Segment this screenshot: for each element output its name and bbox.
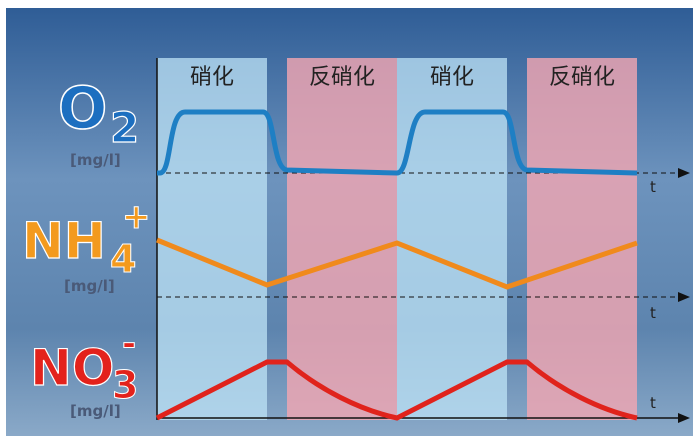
phase-label: 反硝化 [549,65,615,90]
formula: O [58,74,107,142]
subscript: 2 [110,103,139,152]
superscript: - [122,324,136,364]
arrow [678,413,690,423]
axis-label: t [650,178,656,196]
phase-band [527,58,637,420]
unit: [mg/l] [70,151,121,169]
subscript: 4 [110,237,136,281]
formula: NH [22,212,106,270]
no3-curve [155,359,638,421]
nh4-curve [156,237,638,290]
phase-label: 硝化 [190,65,234,90]
unit: [mg/l] [64,277,115,295]
arrow [678,168,690,178]
arrow [678,292,690,302]
phase-band [287,58,397,420]
superscript: + [122,197,151,237]
subscript: 3 [112,363,138,407]
o2-curve [157,109,638,176]
phase-label: 硝化 [430,65,474,90]
phase-label: 反硝化 [309,65,375,90]
unit: [mg/l] [70,402,121,420]
formula: NO [30,339,114,397]
axis-label: t [650,304,656,322]
axis-label: t [650,394,656,412]
